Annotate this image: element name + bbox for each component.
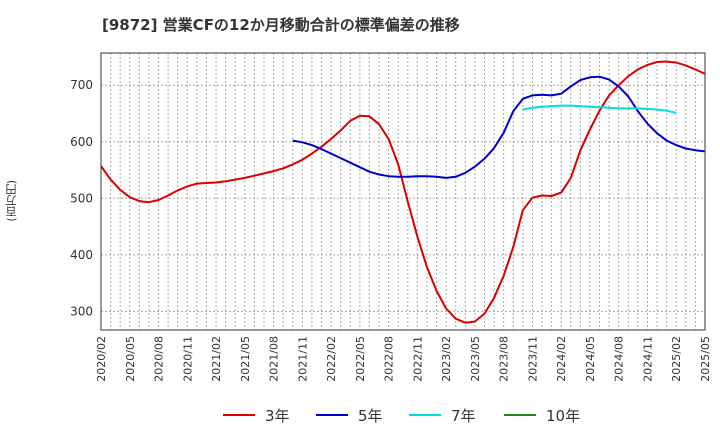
series-line-2 [522, 104, 677, 114]
y-tick-label: 600 [70, 135, 93, 149]
x-tick-label: 2023/02 [440, 336, 453, 382]
series-line-0 [100, 60, 706, 324]
x-tick-label: 2020/05 [124, 336, 137, 382]
y-tick-labels: 300 400 500 600 700 [70, 78, 93, 318]
series-lines [100, 60, 706, 324]
x-tick-label: 2020/11 [181, 336, 194, 382]
legend-swatch-5y [316, 414, 348, 416]
legend-label-7y: 7年 [451, 407, 476, 425]
x-tick-label: 2023/11 [526, 336, 539, 382]
y-tick-label: 700 [70, 78, 93, 92]
x-tick-label: 2020/02 [95, 336, 108, 382]
plot-frame [100, 52, 706, 331]
x-tick-label: 2021/05 [239, 336, 252, 382]
x-tick-label: 2022/08 [383, 336, 396, 382]
y-tick-label: 400 [70, 248, 93, 262]
x-tick-label: 2021/11 [296, 336, 309, 382]
y-tick-label: 300 [70, 304, 93, 318]
legend-swatch-10y [504, 414, 536, 416]
legend-label-5y: 5年 [358, 407, 383, 425]
chart-title: [9872] 営業CFの12か月移動合計の標準偏差の推移 [102, 16, 460, 34]
series-line-1 [292, 75, 706, 179]
x-tick-labels: 2020/02 2020/05 2020/08 2020/11 2021/02 2021/… [95, 336, 712, 382]
x-tick-label: 2022/11 [411, 336, 424, 382]
x-tick-label: 2024/08 [613, 336, 626, 382]
x-tick-label: 2023/08 [498, 336, 511, 382]
x-tick-label: 2022/02 [325, 336, 338, 382]
legend-label-3y: 3年 [265, 407, 290, 425]
x-tick-label: 2025/02 [670, 336, 683, 382]
legend-label-10y: 10年 [546, 407, 581, 425]
x-tick-label: 2024/02 [555, 336, 568, 382]
x-tick-label: 2020/08 [153, 336, 166, 382]
legend-swatch-3y [223, 414, 255, 416]
grid-lines [101, 53, 705, 330]
legend-swatch-7y [409, 414, 441, 416]
legend: 3年 5年 7年 10年 [0, 404, 720, 426]
x-tick-label: 2021/02 [210, 336, 223, 382]
x-tick-label: 2023/05 [469, 336, 482, 382]
x-tick-label: 2022/05 [354, 336, 367, 382]
x-tick-label: 2021/08 [268, 336, 281, 382]
x-tick-label: 2024/11 [641, 336, 654, 382]
x-tick-label: 2024/05 [584, 336, 597, 382]
y-tick-label: 500 [70, 191, 93, 205]
x-tick-label: 2025/05 [699, 336, 712, 382]
